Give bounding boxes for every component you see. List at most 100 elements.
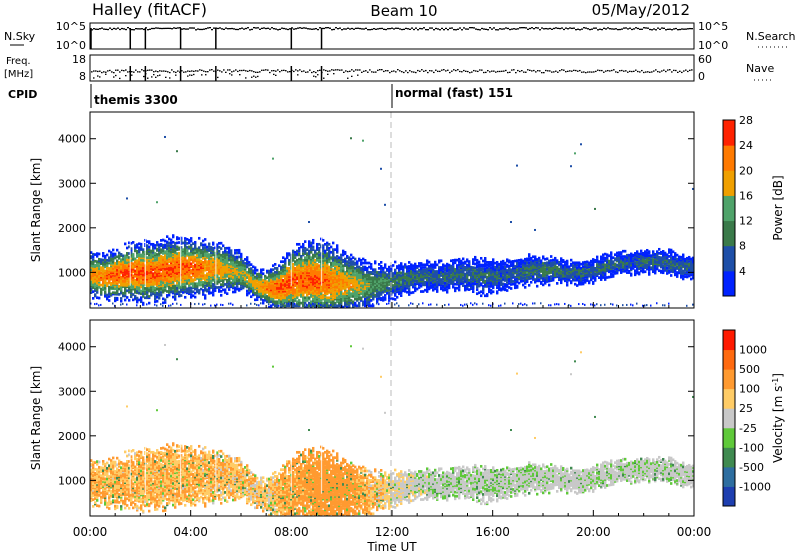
nsky-point — [539, 29, 541, 31]
power-cell — [114, 276, 117, 280]
power-cell — [272, 297, 275, 301]
power-cell — [364, 265, 367, 269]
power-cell — [310, 291, 313, 294]
nave-point — [131, 74, 133, 76]
freq-point — [449, 71, 451, 74]
power-cell — [154, 297, 157, 301]
nsky-point — [475, 28, 477, 30]
nsky-point — [241, 27, 243, 29]
nave-point — [187, 75, 189, 77]
freq-point — [189, 70, 191, 73]
power-cell — [310, 305, 313, 308]
power-cell — [162, 256, 165, 259]
power-cell — [296, 259, 299, 262]
freq-point — [183, 71, 185, 73]
power-cell — [126, 264, 129, 267]
power-cell — [116, 268, 119, 272]
nsky-point — [497, 29, 499, 31]
power-cell — [174, 298, 177, 301]
power-cell — [348, 261, 351, 265]
power-cell — [136, 296, 139, 300]
power-cell — [138, 253, 141, 256]
freq-point — [587, 71, 589, 73]
freq-point — [689, 69, 691, 72]
power-cell — [152, 272, 155, 276]
power-cell — [92, 255, 95, 259]
freq-point — [545, 69, 547, 72]
freq-tick-bottom: 8 — [79, 70, 86, 83]
power-cell — [388, 299, 391, 302]
power-cell — [302, 248, 305, 252]
power-cell — [178, 237, 181, 240]
freq-point — [159, 70, 161, 72]
power-cell — [164, 254, 167, 258]
power-cell — [332, 268, 335, 272]
freq-point — [451, 70, 453, 72]
freq-point — [447, 69, 449, 71]
power-cell — [172, 240, 175, 244]
power-cell — [290, 288, 293, 292]
power-cell — [254, 298, 257, 302]
power-cell — [234, 258, 237, 262]
freq-point — [547, 70, 549, 72]
power-cell — [388, 265, 391, 269]
power-cell — [298, 257, 301, 261]
freq-label: Freq. — [6, 56, 31, 67]
power-cell — [96, 284, 99, 288]
power-cell — [142, 295, 145, 298]
power-cell — [186, 279, 189, 283]
freq-point — [561, 69, 563, 71]
power-cell — [218, 241, 221, 245]
power-cell — [214, 289, 217, 292]
freq-point — [635, 69, 637, 71]
nave-point — [317, 74, 319, 76]
nave-point — [347, 77, 349, 79]
power-cell — [244, 262, 247, 265]
power-cell — [190, 246, 193, 250]
power-cell — [128, 241, 131, 245]
power-cell — [188, 245, 191, 249]
freq-point — [165, 70, 167, 72]
nave-point — [151, 76, 153, 78]
freq-point — [353, 70, 355, 72]
nsky-point — [591, 28, 593, 30]
power-cell — [332, 248, 335, 252]
power-cell — [264, 281, 267, 285]
power-cell — [282, 268, 285, 272]
power-cell — [246, 289, 249, 293]
power-cell — [106, 296, 109, 300]
nave-point — [333, 73, 335, 75]
freq-point — [241, 69, 243, 72]
power-cell — [288, 267, 291, 270]
power-cell — [162, 284, 165, 287]
power-cell — [120, 258, 123, 262]
nsky-point — [101, 27, 103, 29]
power-cell — [104, 269, 107, 273]
nsky-point — [577, 28, 579, 30]
freq-point — [531, 70, 533, 72]
nsky-point — [115, 28, 117, 30]
nave-point — [189, 74, 191, 76]
nsky-point — [571, 27, 573, 30]
power-cell — [402, 273, 405, 277]
power-cell — [340, 297, 343, 301]
freq-point — [593, 71, 595, 73]
power-cell — [154, 258, 157, 262]
power-cell — [222, 268, 225, 272]
power-cell — [102, 251, 105, 255]
nsky-point — [303, 27, 305, 29]
power-cell — [400, 274, 403, 277]
power-cell — [346, 260, 349, 264]
power-cell — [304, 259, 307, 262]
nsky-point — [365, 27, 367, 30]
power-cell — [348, 264, 351, 268]
power-cell — [140, 296, 143, 300]
nsky-point — [121, 27, 123, 30]
power-cell — [114, 299, 117, 303]
power-cell — [110, 275, 113, 278]
power-cell — [296, 300, 299, 304]
power-cell — [206, 288, 209, 292]
freq-point — [499, 70, 501, 73]
freq-point — [289, 70, 291, 73]
power-heatmap — [90, 135, 694, 308]
